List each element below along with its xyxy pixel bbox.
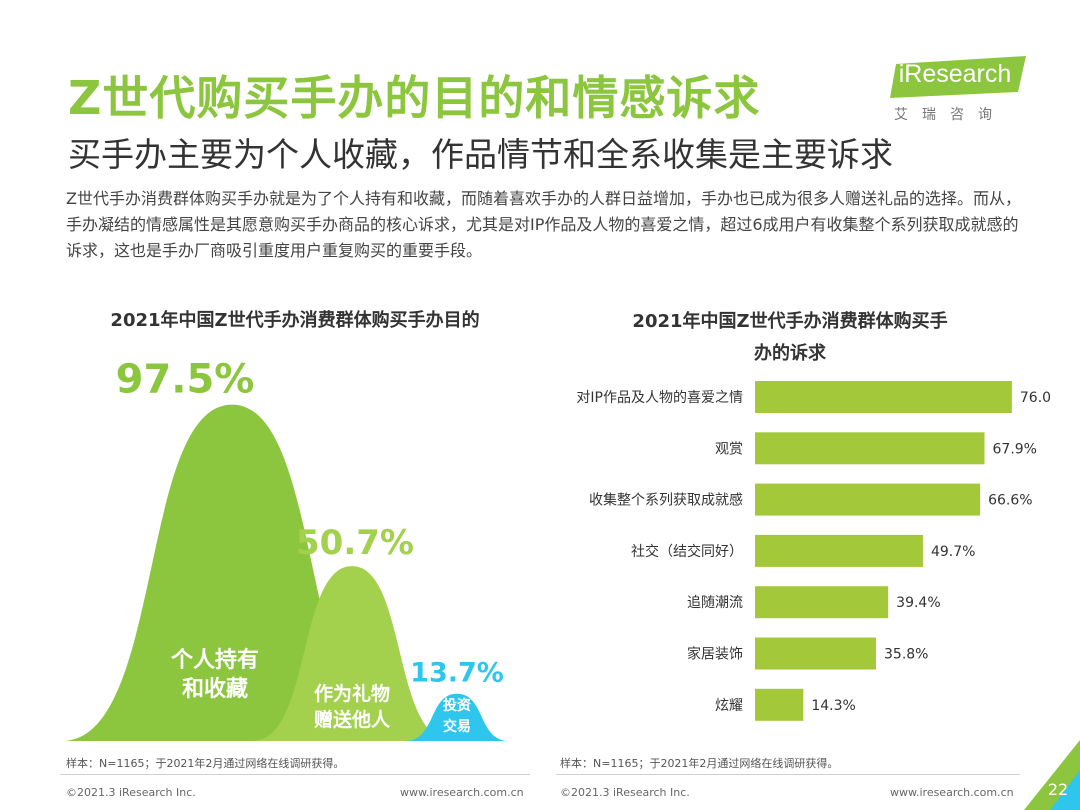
motivation-value-label: 66.6% <box>988 493 1032 509</box>
right-chart-title-line: 办的诉求 <box>754 343 826 364</box>
motivation-bar <box>755 432 985 465</box>
left-sample-note: 样本：N=1165；于2021年2月通过网络在线调研获得。 <box>66 757 345 770</box>
motivation-value-label: 76.0% <box>1020 390 1050 406</box>
purpose-category-label: 投资 <box>443 697 471 714</box>
motivation-value-label: 67.9% <box>993 441 1037 457</box>
right-divider <box>556 774 1020 775</box>
purpose-value-label: 97.5% <box>116 357 255 403</box>
motivation-category-label: 追随潮流 <box>687 595 743 611</box>
motivation-value-label: 39.4% <box>896 595 940 611</box>
purpose-category-label: 交易 <box>443 718 471 735</box>
purpose-category-label: 个人持有 <box>171 647 259 673</box>
purchase-motivation-bar-chart: 对IP作品及人物的喜爱之情 76.0% 观赏 67.9% 收集整个系列获取成就感 66.6… <box>576 381 1050 721</box>
motivation-bar <box>755 586 889 619</box>
corner-decoration <box>1024 740 1080 810</box>
iresearch-logo: iResearch 艾瑞咨询 <box>890 56 1030 126</box>
motivation-category-label: 社交（结交同好） <box>631 543 743 560</box>
purpose-category-label: 赠送他人 <box>314 708 391 731</box>
left-chart-title: 2021年中国Z世代手办消费群体购买手办目的 <box>110 310 480 331</box>
purpose-category-label: 和收藏 <box>182 676 248 702</box>
motivation-bar <box>755 483 981 516</box>
left-divider <box>60 774 530 775</box>
motivation-category-label: 观赏 <box>715 441 743 457</box>
motivation-category-label: 对IP作品及人物的喜爱之情 <box>576 390 743 406</box>
logo-mark <box>890 56 1026 98</box>
copyright-left: ©2021.3 iResearch Inc. <box>66 786 196 799</box>
purpose-value-label: 13.7% <box>410 658 504 689</box>
purpose-area-3 <box>405 693 509 741</box>
intro-paragraph: Z世代手办消费群体购买手办就是为了个人持有和收藏，而随着喜欢手办的人群日益增加，… <box>66 189 1021 260</box>
motivation-bar <box>755 534 923 567</box>
motivation-category-label: 家居装饰 <box>687 646 743 663</box>
right-sample-note: 样本：N=1165；于2021年2月通过网络在线调研获得。 <box>560 757 839 770</box>
right-chart-title-line: 2021年中国Z世代手办消费群体购买手 <box>632 311 948 332</box>
purpose-value-label: 50.7% <box>296 523 414 563</box>
copyright-right: ©2021.3 iResearch Inc. <box>560 786 690 799</box>
logo-subtitle: 艾瑞咨询 <box>894 107 1006 123</box>
motivation-value-label: 14.3% <box>811 698 855 714</box>
website-link-left[interactable]: www.iresearch.com.cn <box>400 786 524 799</box>
motivation-bar <box>755 381 1012 413</box>
purpose-area-2 <box>252 566 452 741</box>
purpose-category-label: 作为礼物 <box>314 682 390 705</box>
page-subtitle: 买手办主要为个人收藏，作品情节和全系收集是主要诉求 <box>68 135 893 174</box>
motivation-category-label: 炫耀 <box>715 698 743 714</box>
website-link-right[interactable]: www.iresearch.com.cn <box>890 786 1014 799</box>
page-title: Z世代购买手办的目的和情感诉求 <box>68 71 761 125</box>
motivation-bar <box>755 688 804 721</box>
logo-name: iResearch <box>898 60 1012 88</box>
motivation-bar <box>755 637 877 670</box>
right-chart-title: 2021年中国Z世代手办消费群体购买手 办的诉求 <box>590 306 990 370</box>
motivation-value-label: 35.8% <box>884 647 928 663</box>
motivation-value-label: 49.7% <box>931 544 975 560</box>
motivation-category-label: 收集整个系列获取成就感 <box>589 492 743 509</box>
page-number: 22 <box>1047 780 1069 799</box>
